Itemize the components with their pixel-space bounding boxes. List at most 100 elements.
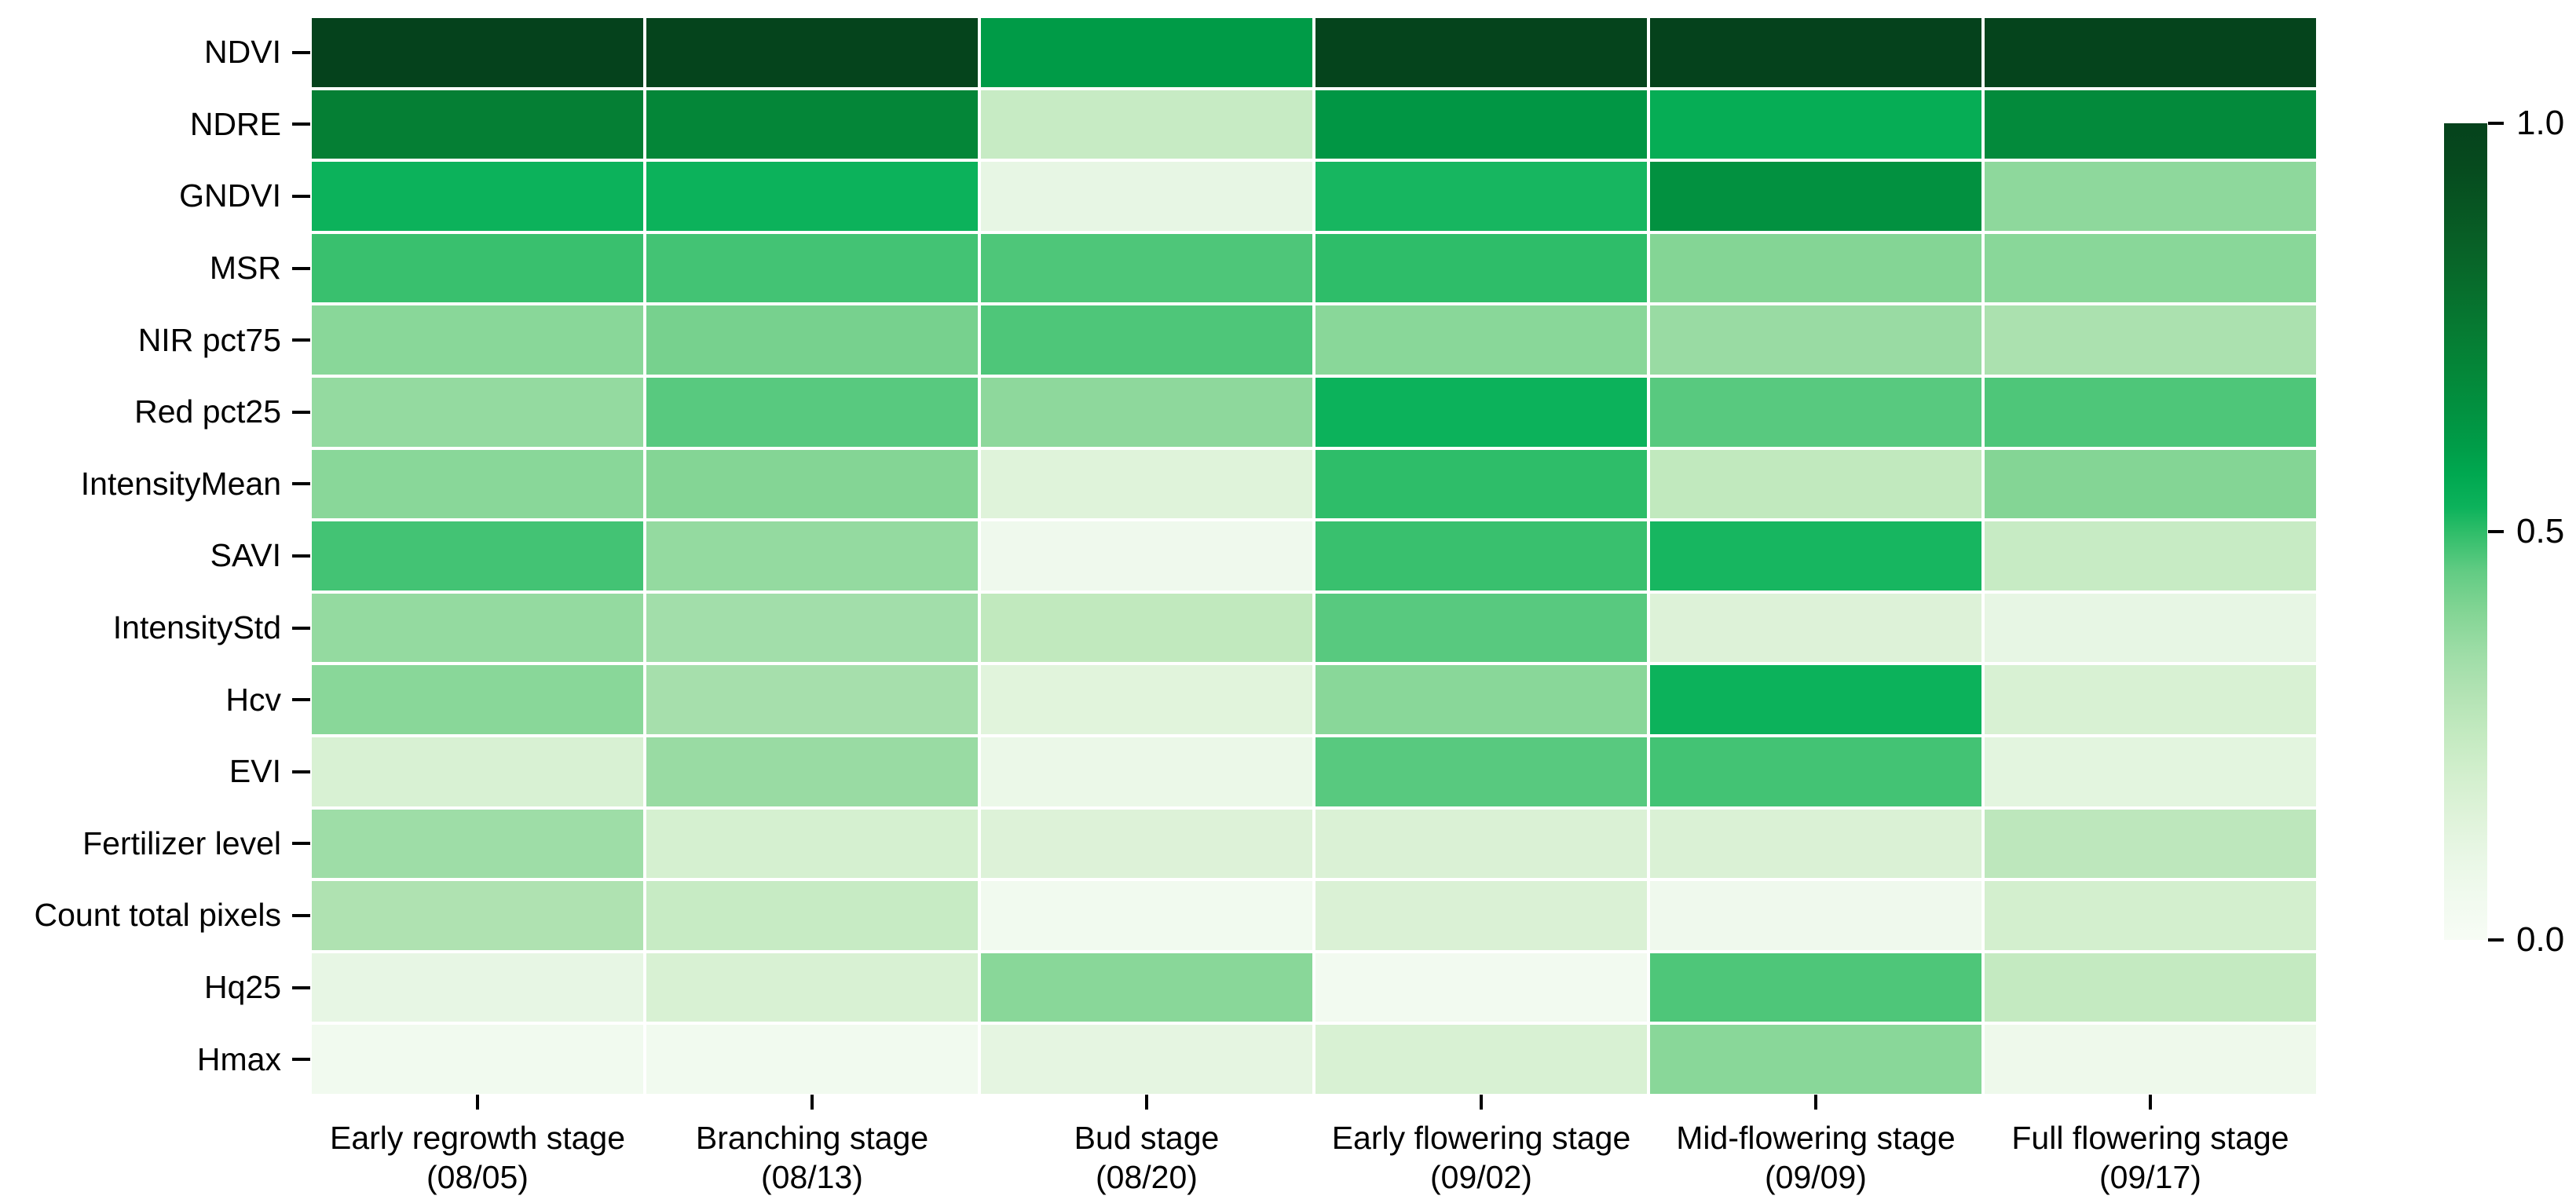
y-axis-ticks: [292, 18, 310, 1094]
y-axis-label: Fertilizer level: [82, 825, 281, 861]
colorbar-tick-label: 0.5: [2516, 512, 2565, 550]
x-axis-label: Mid-flowering stage (09/09): [1650, 1118, 1981, 1197]
heatmap-cell: [1985, 665, 2316, 734]
heatmap-cell: [1315, 162, 1647, 231]
x-tick-mark: [810, 1095, 814, 1110]
y-tick-mark: [292, 338, 310, 342]
heatmap-cell: [981, 809, 1312, 879]
heatmap-cell: [1650, 162, 1981, 231]
heatmap-cell: [1315, 18, 1647, 87]
heatmap-cell: [1315, 953, 1647, 1022]
heatmap-cell: [1650, 809, 1981, 879]
heatmap-cell: [312, 665, 643, 734]
x-axis-ticks: [312, 1095, 2316, 1110]
heatmap-cell: [1315, 377, 1647, 447]
heatmap-cell: [1985, 377, 2316, 447]
x-axis-label-date: (08/05): [426, 1159, 529, 1195]
heatmap-cell: [312, 377, 643, 447]
x-axis-label-date: (08/20): [1096, 1159, 1198, 1195]
heatmap-cell: [312, 953, 643, 1022]
heatmap-cell: [1650, 449, 1981, 519]
heatmap-cell: [646, 953, 978, 1022]
y-axis-label: NDRE: [189, 105, 281, 142]
heatmap-cell: [981, 449, 1312, 519]
heatmap-cell: [646, 809, 978, 879]
y-tick-mark: [292, 410, 310, 414]
heatmap-cell: [1650, 305, 1981, 375]
heatmap-cell: [1315, 737, 1647, 806]
y-tick-cell: [292, 810, 310, 879]
heatmap-cell: [981, 233, 1312, 303]
heatmap-cell: [981, 521, 1312, 591]
colorbar-tick-label: 1.0: [2516, 104, 2565, 142]
y-tick-mark: [292, 482, 310, 486]
heatmap-cell: [1315, 809, 1647, 879]
y-tick-cell: [292, 450, 310, 519]
x-axis-label-date: (08/13): [761, 1159, 863, 1195]
x-tick-mark: [476, 1095, 479, 1110]
heatmap-cell: [312, 809, 643, 879]
y-axis-labels: NDVI NDRE GNDVI MSR NIR pct75 Red pct25 Intens…: [0, 18, 281, 1094]
y-tick-mark: [292, 626, 310, 630]
heatmap-cell: [981, 593, 1312, 663]
y-axis-label: IntensityMean: [80, 465, 281, 502]
x-tick-mark: [2149, 1095, 2152, 1110]
heatmap-cell: [1985, 737, 2316, 806]
heatmap-cell: [1650, 90, 1981, 159]
x-tick-cell: [981, 1095, 1312, 1110]
x-tick-cell: [646, 1095, 978, 1110]
y-tick-cell: [292, 1025, 310, 1094]
heatmap-cell: [1985, 593, 2316, 663]
heatmap-cell: [1985, 162, 2316, 231]
heatmap-cell: [312, 737, 643, 806]
heatmap-cell: [1985, 233, 2316, 303]
heatmap-cell: [646, 449, 978, 519]
heatmap-cell: [1315, 881, 1647, 950]
heatmap-cell: [1315, 233, 1647, 303]
x-tick-mark: [1814, 1095, 1817, 1110]
y-tick-mark: [292, 554, 310, 558]
heatmap-cell: [1985, 305, 2316, 375]
y-axis-label: NIR pct75: [137, 321, 281, 358]
y-tick-cell: [292, 90, 310, 159]
heatmap-cell: [981, 881, 1312, 950]
heatmap-cell: [312, 18, 643, 87]
heatmap-cell: [1985, 18, 2316, 87]
heatmap-cell: [981, 1025, 1312, 1094]
x-tick-mark: [1145, 1095, 1148, 1110]
heatmap-cell: [1650, 1025, 1981, 1094]
y-tick-cell: [292, 953, 310, 1022]
y-axis-label: NDVI: [204, 34, 281, 71]
colorbar-gradient: [2444, 123, 2487, 940]
x-axis-label-stage: Mid-flowering stage: [1676, 1120, 1956, 1156]
y-axis-label: GNDVI: [179, 177, 281, 214]
y-axis-label: Hq25: [203, 969, 281, 1006]
heatmap-cell: [312, 449, 643, 519]
heatmap-cell: [1315, 593, 1647, 663]
heatmap-cell: [981, 665, 1312, 734]
heatmap-cell: [1315, 1025, 1647, 1094]
heatmap-cell: [312, 521, 643, 591]
y-axis-label: EVI: [229, 753, 281, 790]
colorbar-tick-mark: [2488, 122, 2504, 125]
y-tick-mark: [292, 985, 310, 989]
y-tick-mark: [292, 842, 310, 846]
heatmap-cell: [981, 953, 1312, 1022]
heatmap-cell: [646, 18, 978, 87]
heatmap-cell: [981, 18, 1312, 87]
x-tick-mark: [1480, 1095, 1483, 1110]
x-axis-label: Branching stage (08/13): [646, 1118, 978, 1197]
heatmap-cell: [312, 305, 643, 375]
x-axis-label: Early flowering stage (09/02): [1315, 1118, 1647, 1197]
heatmap-cell: [981, 737, 1312, 806]
x-axis-label-stage: Branching stage: [695, 1120, 929, 1156]
heatmap-cell: [1315, 521, 1647, 591]
x-axis-label-date: (09/17): [2099, 1159, 2201, 1195]
heatmap-cell: [1650, 233, 1981, 303]
x-axis-label: Full flowering stage (09/17): [1985, 1118, 2316, 1197]
heatmap-cell: [1650, 881, 1981, 950]
y-axis-label: MSR: [209, 250, 281, 287]
y-tick-cell: [292, 881, 310, 950]
heatmap-cell: [1985, 1025, 2316, 1094]
y-tick-cell: [292, 162, 310, 231]
